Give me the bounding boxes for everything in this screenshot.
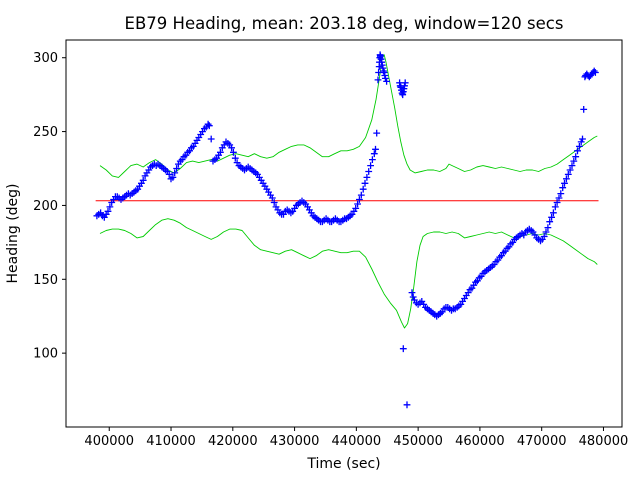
x-tick-label: 420000 (208, 434, 258, 449)
lower_envelope-line (99, 218, 598, 329)
y-tick-label: 300 (33, 51, 58, 66)
x-tick-label: 440000 (332, 434, 382, 449)
x-tick-label: 410000 (146, 434, 196, 449)
x-tick-label: 480000 (579, 434, 629, 449)
x-tick-label: 450000 (393, 434, 443, 449)
x-axis-label: Time (sec) (306, 456, 380, 472)
y-tick-label: 150 (33, 273, 58, 288)
x-tick-label: 400000 (84, 434, 134, 449)
x-tick-label: 460000 (455, 434, 505, 449)
y-axis-label: Heading (deg) (5, 183, 21, 283)
x-tick-label: 470000 (517, 434, 567, 449)
plot-border (65, 39, 623, 428)
y-tick-label: 250 (33, 125, 58, 140)
upper_envelope-line (99, 54, 598, 178)
x-tick-label: 430000 (270, 434, 320, 449)
chart-title: EB79 Heading, mean: 203.18 deg, window=1… (125, 14, 564, 33)
y-tick-label: 100 (33, 347, 58, 362)
y-tick-label: 200 (33, 199, 58, 214)
heading-scatter-points (93, 51, 599, 409)
plot-background (66, 40, 622, 427)
